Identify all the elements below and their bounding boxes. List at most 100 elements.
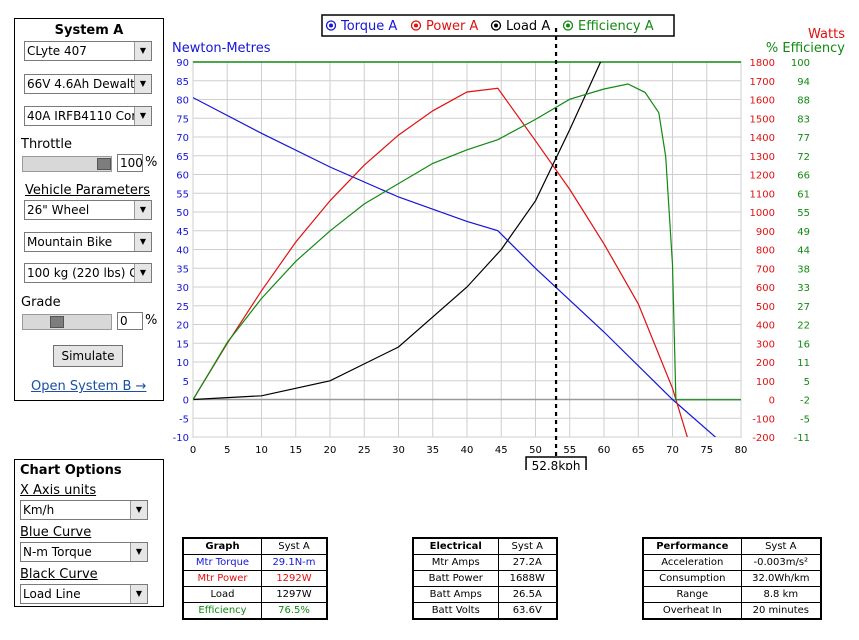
x-tick-label: 50 [529,445,542,456]
elec-label-batt-volts: Batt Volts [412,602,499,620]
grade-slider[interactable] [22,314,112,330]
blue-curve-select[interactable]: N-m Torque ▼ [20,542,148,562]
x-tick-label: 25 [358,445,371,456]
y-eff-tick-label: 61 [797,189,810,200]
y-eff-tick-label: 11 [797,358,810,369]
y-eff-tick-label: 5 [804,377,810,388]
chevron-down-icon: ▼ [130,585,147,603]
graph-table: Graph Syst A Mtr Torque 29.1N-m Mtr Power 1… [182,537,328,620]
legend-radio-dot-icon [566,23,570,28]
throttle-slider-knob[interactable] [97,158,111,170]
y-eff-tick-label: 88 [797,96,810,107]
y-left-tick-label: 25 [176,302,189,313]
table-row: Mtr Torque 29.1N-m [182,554,328,571]
table-row: Load 1297W [182,586,328,603]
elec-value-batt-power: 1688W [497,570,558,587]
weight-select-value: 100 kg (220 lbs) G [27,266,139,280]
table-header: Syst A [740,537,822,555]
x-tick-label: 75 [700,445,713,456]
y-watts-tick-label: 1600 [750,96,775,107]
x-tick-label: 35 [426,445,439,456]
table-row: Batt Amps 26.5A [412,586,558,603]
battery-select-value: 66V 4.6Ah Dewalt [27,77,135,91]
y-watts-tick-label: 1500 [750,114,775,125]
y-left-tick-label: -5 [179,414,189,425]
x-tick-label: 80 [735,445,748,456]
x-tick-label: 45 [495,445,508,456]
x-tick-label: 10 [255,445,268,456]
y-left-tick-label: 65 [176,152,189,163]
graph-value-efficiency: 76.5% [260,602,328,620]
throttle-slider[interactable] [22,156,112,172]
y-eff-tick-label: 94 [797,77,810,88]
table-row: Batt Power 1688W [412,570,558,587]
wheel-select[interactable]: 26" Wheel ▼ [24,200,152,220]
y-eff-tick-label: 22 [797,321,810,332]
perf-value-overheat: 20 minutes [740,602,822,620]
controller-select[interactable]: 40A IRFB4110 Cor ▼ [24,106,152,126]
perf-label-acceleration: Acceleration [642,554,742,571]
table-header: Syst A [497,537,558,555]
y-eff-tick-label: -11 [794,433,810,444]
y-watts-tick-label: 700 [756,264,775,275]
graph-label-torque: Mtr Torque [182,554,262,571]
x-tick-label: 40 [461,445,474,456]
y-watts-tick-label: 1200 [750,171,775,182]
y-watts-tick-label: 200 [756,358,775,369]
blue-curve-label: Blue Curve [20,525,92,540]
table-row: Batt Volts 63.6V [412,602,558,620]
y-watts-tick-label: 1100 [750,189,775,200]
y-left-tick-label: 55 [176,189,189,200]
y-left-axis-label: Newton-Metres [172,41,271,56]
graph-value-load: 1297W [260,586,328,603]
y-eff-tick-label: -5 [800,414,810,425]
chevron-down-icon: ▼ [134,107,151,125]
table-header: Graph [182,537,262,555]
y-eff-tick-label: 44 [797,246,810,257]
graph-value-torque: 29.1N-m [260,554,328,571]
speed-marker-label: 52.8kph [532,459,581,470]
performance-table: Performance Syst A Acceleration -0.003m/s²… [642,537,822,620]
chart-options-panel: Chart Options X Axis units Km/h ▼ Blue C… [14,459,164,607]
x-tick-label: 60 [598,445,611,456]
simulate-button[interactable]: Simulate [53,345,123,367]
performance-chart[interactable]: Torque A Power A Load A Efficiency A Newton… [0,0,859,470]
throttle-label: Throttle [21,137,72,152]
curve-efficiency-a [193,83,741,401]
x-axis-units-label: X Axis units [20,483,97,498]
motor-select[interactable]: CLyte 407 ▼ [24,41,152,61]
perf-label-range: Range [642,586,742,603]
graph-label-load: Load [182,586,262,603]
vehicle-type-select[interactable]: Mountain Bike ▼ [24,232,152,252]
perf-value-consumption: 32.0Wh/km [740,570,822,587]
y-left-tick-label: 70 [176,133,189,144]
x-tick-label: 20 [324,445,337,456]
y-left-tick-label: 5 [183,377,189,388]
y-eff-tick-label: -2 [800,396,810,407]
y-watts-tick-label: 1700 [750,77,775,88]
grade-input[interactable]: 0 [117,312,143,330]
controller-select-value: 40A IRFB4110 Cor [27,109,137,123]
y-watts-tick-label: 1300 [750,152,775,163]
black-curve-label: Black Curve [20,567,98,582]
battery-select[interactable]: 66V 4.6Ah Dewalt ▼ [24,74,152,94]
y-left-tick-label: 60 [176,171,189,182]
y-watts-tick-label: 900 [756,227,775,238]
y-eff-tick-label: 77 [797,133,810,144]
x-tick-label: 30 [392,445,405,456]
legend-radio-dot-icon [329,23,333,28]
grade-slider-knob[interactable] [50,316,65,328]
legend-item-label: Load A [506,19,550,34]
weight-select[interactable]: 100 kg (220 lbs) G ▼ [24,263,152,283]
elec-value-batt-volts: 63.6V [497,602,558,620]
x-axis-units-select[interactable]: Km/h ▼ [20,500,148,520]
black-curve-select[interactable]: Load Line ▼ [20,584,148,604]
speed-marker-box [525,456,587,470]
y-eff-tick-label: 27 [797,302,810,313]
open-system-b-link[interactable]: Open System B → [31,379,147,394]
throttle-input[interactable]: 100 [117,154,143,172]
y-left-tick-label: 75 [176,114,189,125]
y-watts-tick-label: 400 [756,321,775,332]
y-eff-tick-label: 55 [797,208,810,219]
y-eff-axis-label: % Efficiency [766,41,845,56]
